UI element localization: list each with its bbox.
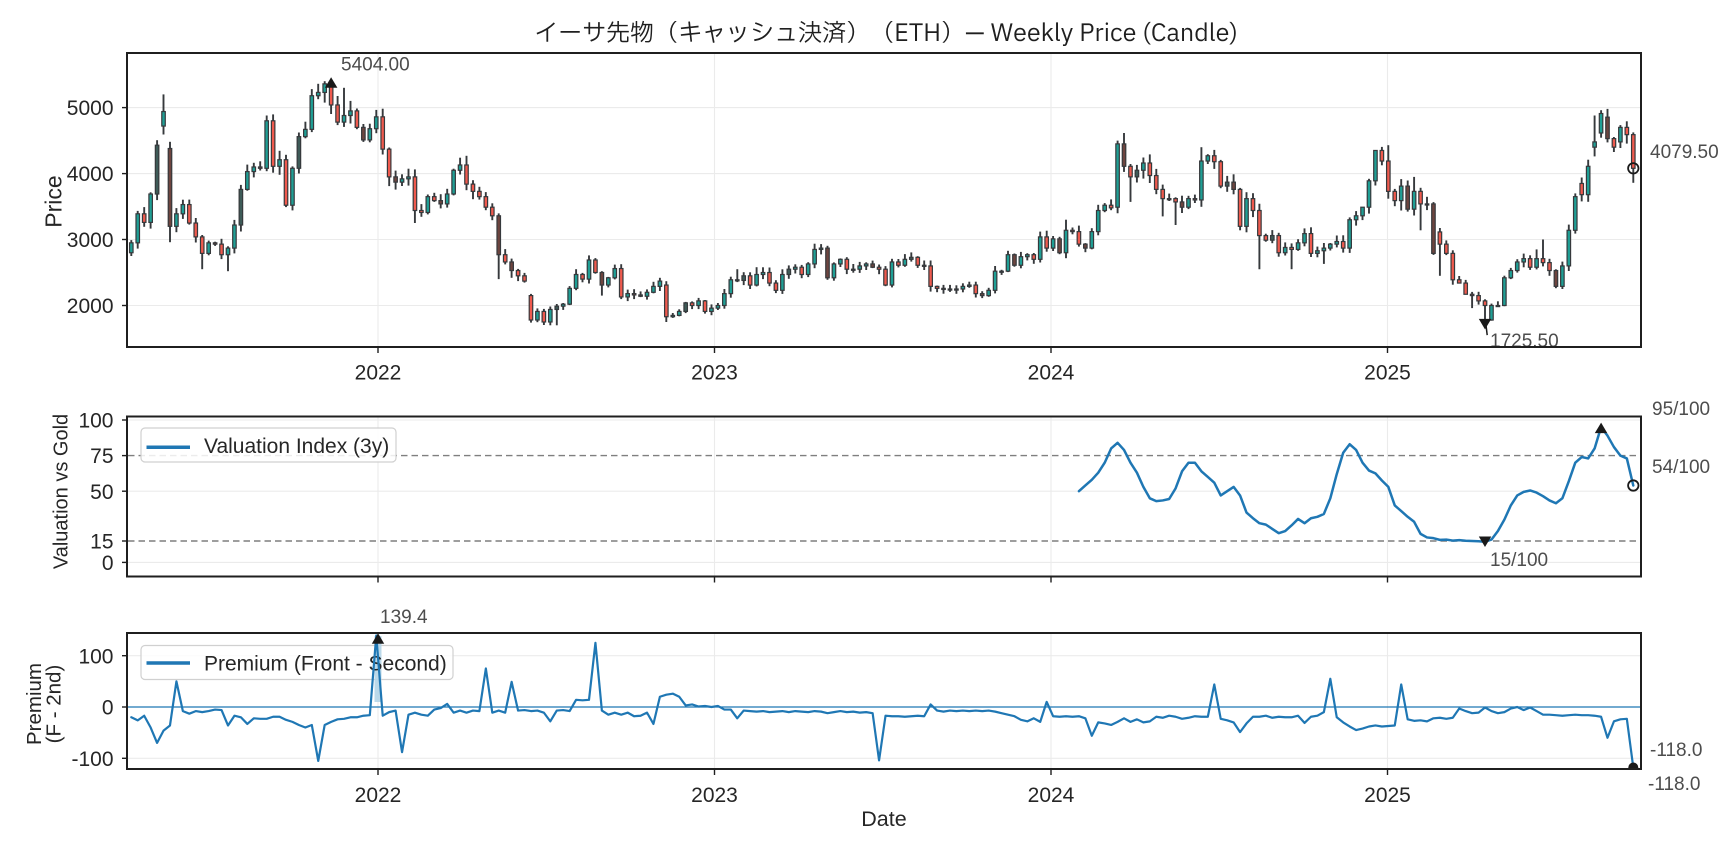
svg-text:15/100: 15/100 [1490,550,1548,571]
svg-text:Valuation Index (3y): Valuation Index (3y) [204,435,389,458]
svg-text:5000: 5000 [67,97,114,120]
svg-text:Premium: Premium [23,663,46,745]
svg-text:2023: 2023 [691,361,738,384]
svg-text:15: 15 [90,531,113,554]
svg-text:2023: 2023 [691,784,738,807]
svg-text:54/100: 54/100 [1652,457,1710,478]
svg-text:0: 0 [102,697,114,720]
svg-text:Premium (Front - Second): Premium (Front - Second) [204,653,447,676]
svg-text:139.4: 139.4 [380,607,428,628]
svg-text:Price: Price [41,175,67,227]
svg-text:Valuation vs Gold: Valuation vs Gold [51,414,73,569]
svg-text:-118.0: -118.0 [1648,774,1700,795]
svg-text:2025: 2025 [1364,784,1411,807]
svg-text:2025: 2025 [1364,361,1411,384]
svg-text:(F - 2nd): (F - 2nd) [43,665,66,744]
svg-text:2022: 2022 [355,784,402,807]
svg-text:1725.50: 1725.50 [1490,331,1559,352]
svg-text:-100: -100 [71,748,113,771]
svg-text:100: 100 [78,645,113,668]
svg-text:50: 50 [90,481,113,504]
svg-text:75: 75 [90,445,113,468]
svg-text:95/100: 95/100 [1652,399,1710,420]
svg-text:5404.00: 5404.00 [341,54,410,75]
svg-text:Date: Date [861,807,906,831]
svg-text:3000: 3000 [67,229,114,252]
svg-text:2022: 2022 [355,361,402,384]
svg-text:-118.0: -118.0 [1650,740,1702,761]
svg-text:0: 0 [102,552,114,575]
svg-text:4000: 4000 [67,163,114,186]
svg-text:2024: 2024 [1028,784,1075,807]
svg-text:4079.50: 4079.50 [1650,142,1719,163]
svg-text:2024: 2024 [1028,361,1075,384]
svg-text:2000: 2000 [67,295,114,318]
svg-text:100: 100 [78,410,113,433]
